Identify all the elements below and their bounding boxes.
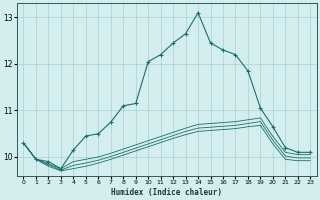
X-axis label: Humidex (Indice chaleur): Humidex (Indice chaleur)	[111, 188, 222, 197]
